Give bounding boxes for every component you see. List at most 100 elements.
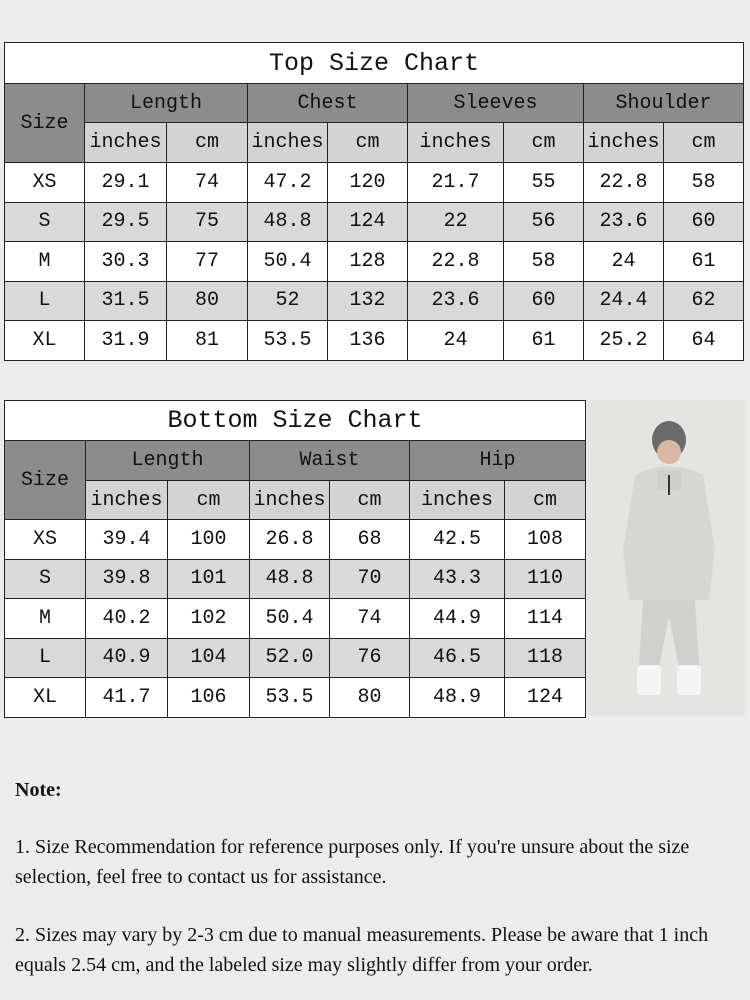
value-cell: 24 (407, 320, 504, 361)
value-cell: 47.2 (247, 162, 328, 203)
size-cell: L (4, 637, 86, 678)
size-cell: L (4, 280, 85, 321)
value-cell: 48.8 (247, 201, 328, 242)
value-cell: 23.6 (583, 201, 664, 242)
group-header: Hip (409, 440, 586, 481)
note-item: 2. Sizes may vary by 2-3 cm due to manua… (15, 924, 709, 976)
value-cell: 61 (662, 241, 745, 282)
value-cell: 39.4 (85, 519, 168, 560)
group-header: Chest (247, 83, 408, 123)
value-cell: 30.3 (84, 241, 167, 282)
value-cell: 106 (167, 677, 250, 718)
size-cell: XS (4, 519, 86, 560)
value-cell: 80 (166, 280, 248, 321)
value-cell: 118 (504, 637, 586, 678)
table-row: XL 41.7 106 53.5 80 48.9 124 (4, 677, 586, 718)
value-cell: 70 (329, 558, 410, 599)
value-cell: 24 (583, 241, 664, 282)
value-cell: 50.4 (247, 241, 328, 282)
value-cell: 42.5 (409, 519, 505, 560)
value-cell: 68 (329, 519, 410, 560)
table-row: M 30.3 77 50.4 128 22.8 58 24 61 (4, 241, 745, 282)
value-cell: 80 (329, 677, 410, 718)
table-row: XL 31.9 81 53.5 136 24 61 25.2 64 (4, 320, 745, 361)
size-cell: S (4, 201, 85, 242)
value-cell: 102 (167, 598, 250, 639)
value-cell: 61 (503, 320, 584, 361)
table-row: XS 29.1 74 47.2 120 21.7 55 22.8 58 (4, 162, 745, 203)
size-header: Size (4, 440, 86, 520)
value-cell: 26.8 (249, 519, 330, 560)
value-cell: 48.8 (249, 558, 330, 599)
top-size-chart: Top Size Chart Size Length Chest Sleeves… (3, 42, 745, 361)
value-cell: 100 (167, 519, 250, 560)
value-cell: 55 (503, 162, 584, 203)
group-header: Waist (249, 440, 410, 481)
size-cell: XS (4, 162, 85, 203)
value-cell: 62 (662, 280, 745, 321)
note-item: 1. Size Recommendation for reference pur… (15, 836, 690, 888)
value-cell: 77 (166, 241, 248, 282)
value-cell: 120 (327, 162, 408, 203)
value-cell: 46.5 (409, 637, 505, 678)
value-cell: 39.8 (85, 558, 168, 599)
unit-header: inches (583, 122, 664, 163)
unit-header: inches (85, 480, 168, 520)
value-cell: 74 (329, 598, 410, 639)
value-cell: 104 (167, 637, 250, 678)
value-cell: 29.1 (84, 162, 167, 203)
group-header: Sleeves (407, 83, 584, 123)
size-cell: XL (4, 320, 85, 361)
group-header: Length (84, 83, 248, 123)
unit-header: cm (327, 122, 408, 163)
value-cell: 22.8 (583, 162, 664, 203)
value-cell: 53.5 (247, 320, 328, 361)
value-cell: 60 (503, 280, 584, 321)
table-row: L 31.5 80 52 132 23.6 60 24.4 62 (4, 280, 745, 321)
table-row: XS 39.4 100 26.8 68 42.5 108 (4, 519, 586, 560)
value-cell: 108 (504, 519, 586, 560)
value-cell: 31.9 (84, 320, 167, 361)
value-cell: 40.9 (85, 637, 168, 678)
value-cell: 75 (166, 201, 248, 242)
value-cell: 53.5 (249, 677, 330, 718)
value-cell: 124 (327, 201, 408, 242)
unit-header: cm (166, 122, 248, 163)
unit-header: inches (247, 122, 328, 163)
unit-header: cm (504, 480, 586, 520)
unit-header: inches (249, 480, 330, 520)
value-cell: 110 (504, 558, 586, 599)
size-cell: XL (4, 677, 86, 718)
unit-header: inches (84, 122, 167, 163)
value-cell: 22 (407, 201, 504, 242)
unit-header: cm (503, 122, 584, 163)
group-header: Shoulder (582, 83, 745, 123)
value-cell: 40.2 (85, 598, 168, 639)
value-cell: 124 (504, 677, 586, 718)
value-cell: 132 (327, 280, 408, 321)
unit-header: cm (662, 122, 745, 163)
value-cell: 52 (247, 280, 328, 321)
table-row: S 39.8 101 48.8 70 43.3 110 (4, 558, 586, 599)
size-cell: M (4, 241, 85, 282)
value-cell: 58 (662, 162, 745, 203)
value-cell: 24.4 (583, 280, 664, 321)
product-photo (587, 400, 745, 716)
bottom-chart-title: Bottom Size Chart (4, 400, 586, 441)
value-cell: 22.8 (407, 241, 504, 282)
group-header: Length (85, 440, 250, 481)
value-cell: 136 (327, 320, 408, 361)
value-cell: 25.2 (583, 320, 664, 361)
value-cell: 58 (503, 241, 584, 282)
value-cell: 41.7 (85, 677, 168, 718)
value-cell: 31.5 (84, 280, 167, 321)
value-cell: 23.6 (407, 280, 504, 321)
value-cell: 81 (166, 320, 248, 361)
table-row: M 40.2 102 50.4 74 44.9 114 (4, 598, 586, 639)
value-cell: 44.9 (409, 598, 505, 639)
value-cell: 76 (329, 637, 410, 678)
unit-header: inches (407, 122, 504, 163)
value-cell: 50.4 (249, 598, 330, 639)
bottom-size-chart: Bottom Size Chart Size Length Waist Hip … (4, 400, 586, 718)
value-cell: 128 (327, 241, 408, 282)
